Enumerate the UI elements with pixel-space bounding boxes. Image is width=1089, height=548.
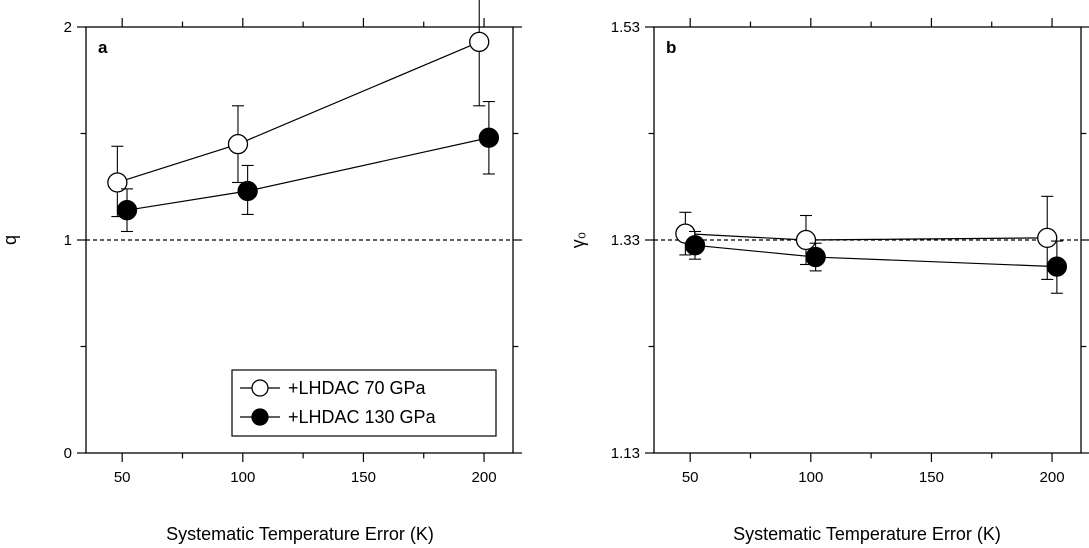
panel-letter: b	[666, 38, 676, 57]
panel-b: 50 100 150 200 1.13 1.33 1.53 Systematic Temper…	[568, 18, 1089, 544]
data-point	[805, 246, 826, 268]
series-1	[675, 195, 1058, 280]
y-tick-label: 0	[64, 445, 72, 462]
data-point	[1037, 227, 1058, 249]
panel-letter: a	[98, 38, 108, 57]
legend-marker	[251, 379, 269, 397]
y-tick-label: 1.13	[611, 445, 640, 462]
y-tick-label: 1.53	[611, 19, 640, 36]
x-axis-label: Systematic Temperature Error (K)	[733, 524, 1001, 544]
series-line	[694, 244, 1057, 268]
series-line	[117, 41, 480, 184]
legend-label: +LHDAC 70 GPa	[288, 378, 427, 398]
legend-label: +LHDAC 130 GPa	[288, 407, 437, 427]
legend-marker	[251, 408, 269, 426]
y-tick-label: 1.33	[611, 232, 640, 249]
legend-box	[231, 369, 497, 437]
x-tick-label: 50	[114, 469, 131, 486]
x-tick-label: 150	[919, 469, 944, 486]
data-point	[478, 127, 500, 148]
data-point	[1046, 256, 1068, 277]
series-line	[685, 233, 1048, 241]
panel-a: 50 100 150 200 0 1 2 Systematic Temperature Err…	[0, 0, 522, 544]
series-2	[684, 230, 1068, 294]
x-tick-label: 150	[351, 469, 376, 486]
data-point	[469, 31, 490, 53]
x-tick-label: 100	[230, 469, 255, 486]
legend-item: +LHDAC 130 GPa	[240, 407, 437, 427]
legend-item: +LHDAC 70 GPa	[240, 378, 427, 398]
data-point	[795, 229, 817, 251]
series-1	[107, 0, 490, 218]
y-axis-label: γ₀	[568, 232, 588, 248]
y-tick-label: 2	[64, 19, 72, 36]
y-tick-label: 1	[64, 232, 72, 249]
x-tick-label: 50	[682, 469, 699, 486]
series-2	[116, 101, 500, 233]
x-tick-label: 200	[472, 469, 497, 486]
data-point	[107, 172, 128, 193]
x-axis-label: Systematic Temperature Error (K)	[166, 524, 434, 544]
series-line	[126, 137, 490, 211]
data-point	[684, 235, 706, 256]
x-tick-label: 200	[1040, 469, 1065, 486]
x-tick-label: 100	[798, 469, 823, 486]
data-point	[116, 200, 138, 221]
data-point	[227, 133, 249, 155]
y-axis-label: q	[0, 235, 20, 245]
legend: +LHDAC 70 GPa +LHDAC 130 GPa	[231, 369, 497, 437]
data-point	[237, 180, 258, 202]
